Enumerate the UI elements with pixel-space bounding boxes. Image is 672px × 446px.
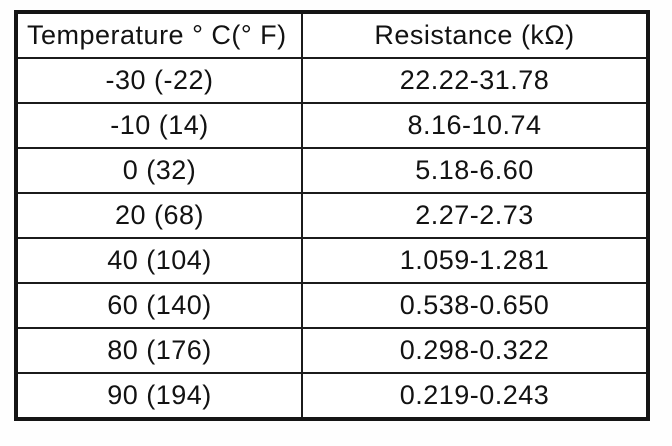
resistance-column-header: Resistance (kΩ): [301, 11, 649, 59]
table-row: 20 (68) 2.27-2.73: [15, 192, 649, 239]
resistance-cell: 8.16-10.74: [301, 102, 649, 149]
temperature-cell: 60 (140): [15, 282, 303, 329]
temperature-cell: 80 (176): [15, 327, 303, 374]
table-header-row: Temperature ° C(° F) Resistance (kΩ): [15, 11, 649, 59]
resistance-cell: 1.059-1.281: [301, 237, 649, 284]
temperature-cell: 20 (68): [15, 192, 303, 239]
resistance-cell: 0.538-0.650: [301, 282, 649, 329]
table-row: 80 (176) 0.298-0.322: [15, 327, 649, 374]
temperature-cell: -10 (14): [15, 102, 303, 149]
temperature-cell: -30 (-22): [15, 57, 303, 104]
table-row: 0 (32) 5.18-6.60: [15, 147, 649, 194]
temperature-cell: 40 (104): [15, 237, 303, 284]
temperature-cell: 0 (32): [15, 147, 303, 194]
temperature-cell: 90 (194): [15, 372, 303, 420]
table-row: 90 (194) 0.219-0.243: [15, 372, 649, 420]
resistance-cell: 2.27-2.73: [301, 192, 649, 239]
resistance-cell: 0.298-0.322: [301, 327, 649, 374]
table-body: -30 (-22) 22.22-31.78 -10 (14) 8.16-10.74 0 …: [15, 57, 649, 420]
resistance-cell: 5.18-6.60: [301, 147, 649, 194]
resistance-cell: 22.22-31.78: [301, 57, 649, 104]
temperature-column-header: Temperature ° C(° F): [15, 11, 303, 59]
temperature-resistance-table: Temperature ° C(° F) Resistance (kΩ) -30…: [14, 10, 650, 421]
resistance-cell: 0.219-0.243: [301, 372, 649, 420]
table-row: -10 (14) 8.16-10.74: [15, 102, 649, 149]
table-row: 60 (140) 0.538-0.650: [15, 282, 649, 329]
table-row: -30 (-22) 22.22-31.78: [15, 57, 649, 104]
table-row: 40 (104) 1.059-1.281: [15, 237, 649, 284]
